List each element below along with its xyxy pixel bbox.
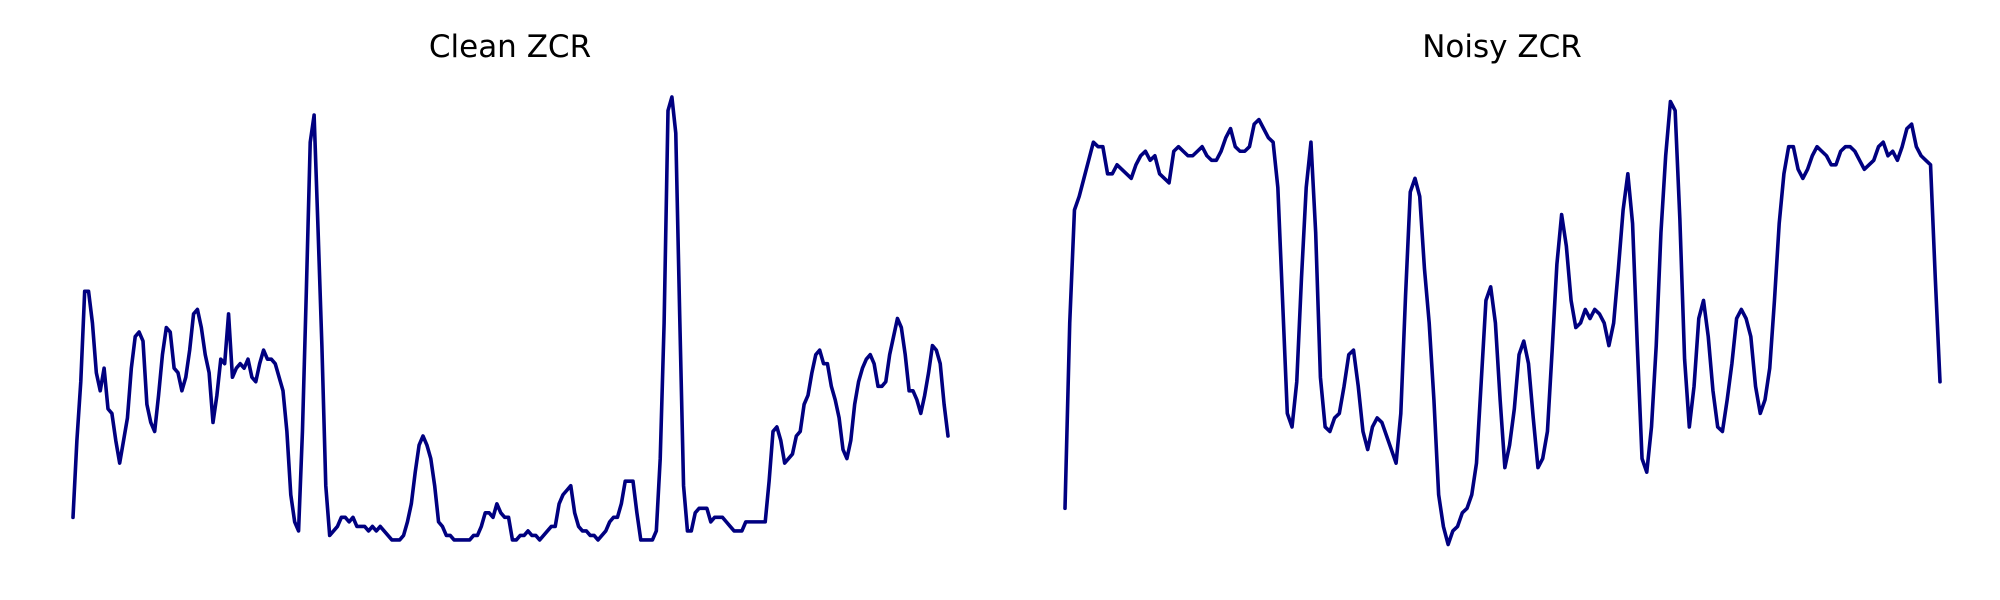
series-line-noisy xyxy=(1063,99,1942,547)
chart-title-clean: Clean ZCR xyxy=(429,29,591,65)
chart-panel-clean: Clean ZCR xyxy=(71,29,950,542)
chart-panel-noisy: Noisy ZCR xyxy=(1063,29,1942,547)
series-line-clean xyxy=(71,95,950,542)
chart-title-noisy: Noisy ZCR xyxy=(1422,29,1582,65)
